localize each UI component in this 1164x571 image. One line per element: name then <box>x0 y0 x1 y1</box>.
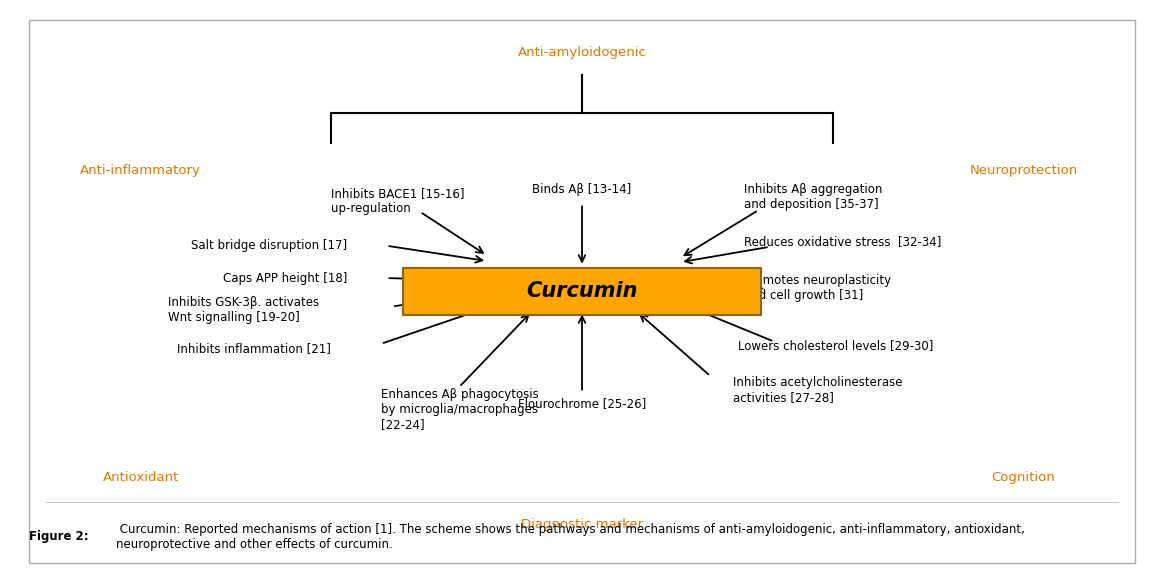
Text: Flourochrome [25-26]: Flourochrome [25-26] <box>518 397 646 410</box>
Text: Figure 2:: Figure 2: <box>29 530 88 543</box>
Text: Inhibits inflammation [21]: Inhibits inflammation [21] <box>177 342 331 355</box>
Text: Diagnostic marker: Diagnostic marker <box>521 518 643 530</box>
Text: Cognition: Cognition <box>992 471 1056 484</box>
Text: Lowers cholesterol levels [29-30]: Lowers cholesterol levels [29-30] <box>738 340 934 352</box>
Text: Promotes neuroplasticity
and cell growth [31]: Promotes neuroplasticity and cell growth… <box>744 275 892 303</box>
Text: Binds Aβ [13-14]: Binds Aβ [13-14] <box>532 183 632 196</box>
Text: Enhances Aβ phagocytosis
by microglia/macrophages
[22-24]: Enhances Aβ phagocytosis by microglia/ma… <box>381 388 539 431</box>
Text: Curcumin: Reported mechanisms of action [1]. The scheme shows the pathways and m: Curcumin: Reported mechanisms of action … <box>116 522 1025 551</box>
Text: Neuroprotection: Neuroprotection <box>970 164 1078 177</box>
Text: Antioxidant: Antioxidant <box>102 471 179 484</box>
Text: Salt bridge disruption [17]: Salt bridge disruption [17] <box>191 239 347 252</box>
Text: Inhibits BACE1 [15-16]
up-regulation: Inhibits BACE1 [15-16] up-regulation <box>331 187 464 215</box>
Text: Reduces oxidative stress  [32-34]: Reduces oxidative stress [32-34] <box>744 235 942 248</box>
Text: Anti-amyloidogenic: Anti-amyloidogenic <box>518 46 646 59</box>
Text: Inhibits Aβ aggregation
and deposition [35-37]: Inhibits Aβ aggregation and deposition [… <box>744 183 882 211</box>
Text: Curcumin: Curcumin <box>526 281 638 301</box>
Text: Anti-inflammatory: Anti-inflammatory <box>80 164 201 177</box>
Text: Caps APP height [18]: Caps APP height [18] <box>223 272 347 284</box>
Text: Inhibits acetylcholinesterase
activities [27-28]: Inhibits acetylcholinesterase activities… <box>733 376 902 404</box>
FancyBboxPatch shape <box>403 268 761 315</box>
Text: Inhibits GSK-3β. activates
Wnt signalling [19-20]: Inhibits GSK-3β. activates Wnt signallin… <box>169 296 319 324</box>
